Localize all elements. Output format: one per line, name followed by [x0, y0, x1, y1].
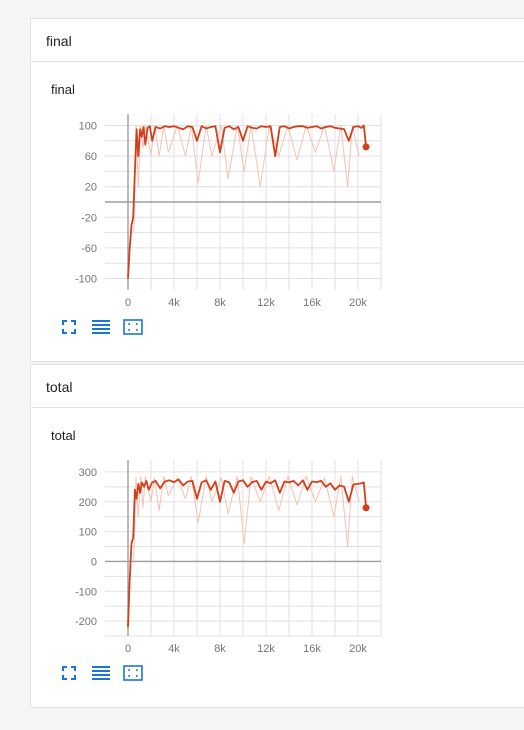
x-tick-label: 8k: [214, 643, 226, 655]
fullscreen-icon: [62, 666, 76, 680]
series-line-raw: [133, 125, 360, 233]
x-tick-label: 20k: [349, 297, 367, 309]
line-chart-total[interactable]: 300 200 100 0 -100 -200 0 4k 8k 12k 16k 20k: [31, 408, 524, 708]
x-tick-label: 20k: [349, 643, 367, 655]
y-tick-label: 0: [91, 556, 97, 568]
chart-toolbar: [58, 316, 144, 338]
fit-domain-icon: [123, 665, 143, 681]
toggle-log-scale-button[interactable]: [90, 316, 112, 338]
list-icon: [92, 666, 110, 680]
x-tick-label: 12k: [257, 643, 275, 655]
toggle-log-scale-button[interactable]: [90, 662, 112, 684]
y-tick-label: 300: [79, 467, 97, 479]
last-point-marker: [362, 504, 370, 512]
x-tick-label: 0: [125, 643, 131, 655]
chart-card-total: total 300 200 100 0 -100 -200 0 4k 8k 12k 16k 20k: [30, 408, 524, 708]
group-header-label: final: [46, 33, 72, 49]
x-tick-label: 16k: [303, 643, 321, 655]
fullscreen-icon: [62, 320, 76, 334]
y-tick-label: 200: [79, 497, 97, 509]
x-tick-label: 4k: [168, 297, 180, 309]
series-line-raw: [133, 475, 360, 562]
y-tick-label: 100: [79, 527, 97, 539]
x-tick-label: 12k: [257, 297, 275, 309]
chart-title: final: [51, 82, 75, 97]
y-tick-label: -200: [75, 616, 97, 628]
fullscreen-button[interactable]: [58, 316, 80, 338]
line-chart-final[interactable]: 100 60 20 -20 -60 -100 0 4k 8k 12k 16k 20k: [31, 62, 524, 362]
y-tick-label: -100: [75, 586, 97, 598]
y-tick-label: 100: [79, 120, 97, 132]
group-header-final[interactable]: final: [30, 18, 524, 62]
fullscreen-button[interactable]: [58, 662, 80, 684]
chart-card-final: final 100 60 20 -20 -60 -100 0 4k 8k 12k 16k 20k: [30, 62, 524, 362]
fit-domain-icon: [123, 319, 143, 335]
y-tick-label: 20: [85, 182, 97, 194]
x-tick-label: 16k: [303, 297, 321, 309]
chart-title: total: [51, 428, 76, 443]
chart-toolbar: [58, 662, 144, 684]
y-tick-label: -100: [75, 274, 97, 286]
group-header-label: total: [46, 379, 73, 395]
x-tick-label: 0: [125, 297, 131, 309]
group-header-total[interactable]: total: [30, 364, 524, 408]
fit-domain-button[interactable]: [122, 316, 144, 338]
series-line-smoothed: [127, 478, 367, 628]
series-line-smoothed: [127, 124, 367, 279]
y-tick-label: 60: [85, 151, 97, 163]
y-tick-label: -20: [81, 212, 97, 224]
y-tick-label: -60: [81, 243, 97, 255]
x-tick-label: 8k: [214, 297, 226, 309]
x-tick-label: 4k: [168, 643, 180, 655]
list-icon: [92, 320, 110, 334]
fit-domain-button[interactable]: [122, 662, 144, 684]
last-point-marker: [362, 143, 370, 151]
